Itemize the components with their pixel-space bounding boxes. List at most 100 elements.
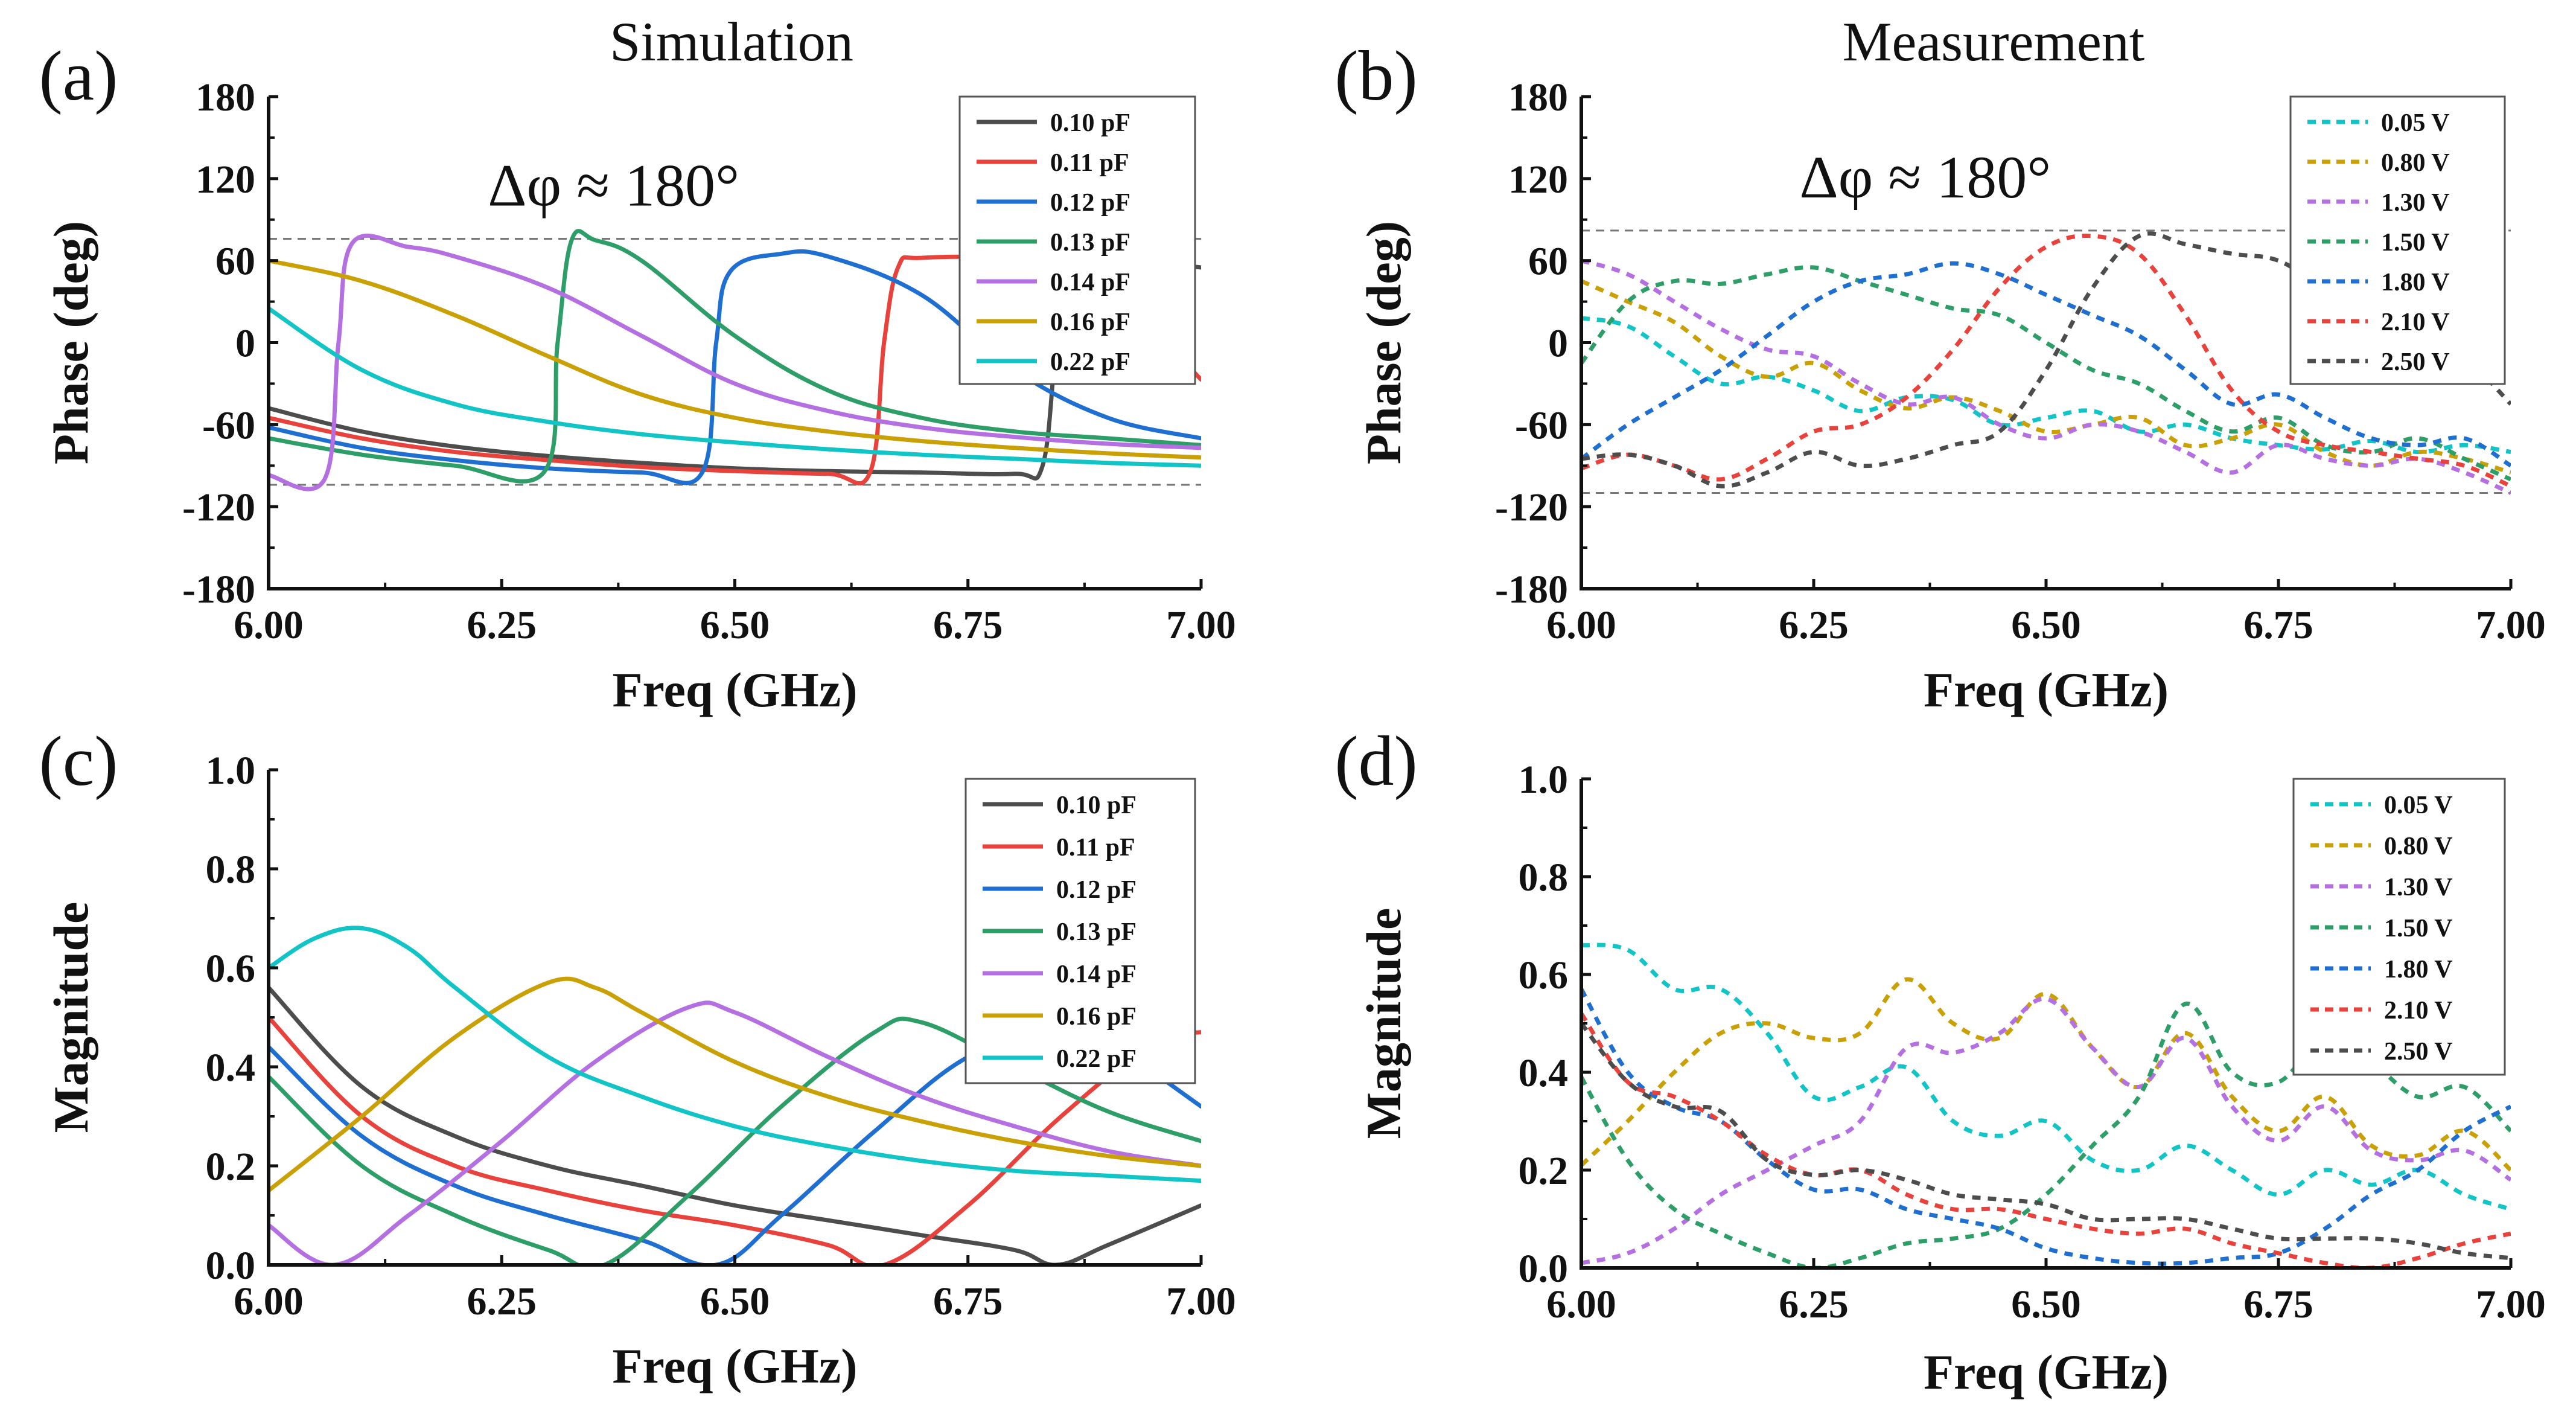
legend-label: 0.14 pF	[1050, 269, 1130, 296]
legend-label: 1.50 V	[2384, 915, 2453, 942]
y-tick-label: 0.0	[1519, 1247, 1569, 1291]
column-title-measurement: Measurement	[1843, 11, 2145, 72]
series-line-0-16-pf	[269, 258, 1201, 460]
legend-label: 0.12 pF	[1050, 189, 1130, 217]
x-tick-label: 6.75	[933, 603, 1003, 647]
y-tick-label: 0.8	[206, 848, 256, 892]
x-tick-label: 6.00	[234, 603, 304, 647]
delta-phi-annotation: Δφ ≈ 180°	[488, 152, 739, 219]
legend-label: 2.50 V	[2381, 348, 2450, 376]
x-tick-label: 7.00	[1166, 1279, 1236, 1323]
x-tick-label: 7.00	[1166, 603, 1236, 647]
legend-label: 0.14 pF	[1056, 961, 1137, 988]
y-tick-label: 1.0	[206, 749, 256, 793]
series-line-1-30-v	[1581, 258, 2511, 495]
y-tick-label: -180	[1495, 568, 1568, 612]
x-tick-label: 6.75	[933, 1279, 1003, 1323]
legend: 0.05 V 0.80 V 1.30 V 1.50 V 1.80 V 2.10 V 2.50…	[2292, 778, 2506, 1076]
y-tick-label: 0.6	[1519, 953, 1569, 997]
x-tick-label: 6.00	[234, 1279, 304, 1323]
chart-panel-b: (b) 6.00 6.25 6.50 6.75 7.00 -180 -120 -60 0 60 120…	[1334, 36, 2546, 717]
legend-label: 2.10 V	[2381, 309, 2450, 336]
x-tick-label: 6.00	[1546, 603, 1616, 647]
x-axis-label: Freq (GHz)	[1924, 662, 2169, 717]
y-tick-label: -120	[182, 485, 255, 529]
x-tick-label: 6.75	[2243, 603, 2313, 647]
legend: 0.10 pF 0.11 pF 0.12 pF 0.13 pF 0.14 pF 0.16 …	[964, 778, 1196, 1084]
legend-label: 2.50 V	[2384, 1038, 2453, 1066]
legend-label: 2.10 V	[2384, 997, 2453, 1025]
legend-label: 0.80 V	[2384, 833, 2453, 860]
y-tick-label: 1.0	[1519, 758, 1569, 802]
series-line-0-13-pf	[269, 229, 1201, 484]
x-tick-label: 6.25	[1779, 603, 1849, 647]
y-tick-label: 0.4	[1519, 1051, 1569, 1095]
legend-label: 1.30 V	[2381, 189, 2450, 217]
delta-phi-annotation: Δφ ≈ 180°	[1799, 144, 2051, 211]
y-tick-label: 0	[235, 322, 255, 366]
x-axis-label: Freq (GHz)	[612, 662, 857, 717]
legend-label: 0.13 pF	[1050, 229, 1130, 257]
y-axis-label: Phase (deg)	[1356, 221, 1411, 464]
y-tick-label: 0.2	[206, 1145, 256, 1189]
legend: 0.05 V 0.80 V 1.30 V 1.50 V 1.80 V 2.10 V 2.50…	[2289, 95, 2506, 385]
legend-label: 0.16 pF	[1050, 309, 1130, 336]
panel-letter: (c)	[39, 721, 118, 801]
legend-label: 1.80 V	[2381, 269, 2450, 296]
y-tick-label: 120	[196, 158, 255, 202]
x-tick-label: 6.50	[2011, 1282, 2081, 1326]
y-tick-label: -180	[182, 568, 255, 612]
y-tick-label: 60	[215, 240, 255, 284]
legend-label: 0.16 pF	[1056, 1003, 1137, 1031]
series-line-0-14-pf	[269, 1000, 1201, 1265]
legend-label: 0.10 pF	[1050, 109, 1130, 137]
legend-label: 0.05 V	[2381, 109, 2450, 137]
series-line-0-05-v	[1581, 942, 2511, 1212]
x-tick-label: 6.50	[2011, 603, 2081, 647]
series-line-1-80-v	[1581, 988, 2511, 1266]
legend-box	[958, 95, 1196, 385]
y-tick-label: 180	[1508, 75, 1568, 120]
series-line-1-80-v	[1581, 261, 2511, 468]
legend-label: 1.30 V	[2384, 874, 2453, 901]
x-tick-label: 6.25	[1779, 1282, 1849, 1326]
legend-label: 1.50 V	[2381, 229, 2450, 257]
series-line-0-22-pf	[269, 306, 1201, 468]
panel-letter: (a)	[39, 36, 118, 115]
legend-label: 0.11 pF	[1050, 149, 1129, 177]
legend-label: 0.22 pF	[1050, 348, 1130, 376]
x-tick-label: 6.25	[467, 603, 537, 647]
chart-panel-d: (d) 6.00 6.25 6.50 6.75 7.00 0.0 0.2 0.4 0.6 0.8 1.…	[1334, 721, 2546, 1400]
x-tick-label: 6.25	[467, 1279, 537, 1323]
chart-panel-c: (c) 6.00 6.25 6.50 6.75 7.00 0.0 0.2 0.4 0.6 0.8 1.…	[39, 721, 1236, 1393]
legend-label: 0.10 pF	[1056, 792, 1137, 819]
legend-label: 0.12 pF	[1056, 876, 1137, 904]
panel-letter: (d)	[1334, 721, 1418, 801]
legend-label: 1.80 V	[2384, 956, 2453, 984]
y-axis-label: Phase (deg)	[43, 221, 98, 464]
x-tick-label: 6.50	[700, 1279, 770, 1323]
legend-label: 0.22 pF	[1056, 1045, 1137, 1073]
y-tick-label: -60	[202, 403, 255, 447]
series-line-0-05-v	[1581, 316, 2511, 455]
y-tick-label: 0.8	[1519, 856, 1569, 900]
series-line-0-10-pf	[269, 985, 1201, 1265]
x-tick-label: 6.00	[1546, 1282, 1616, 1326]
y-tick-label: 120	[1508, 158, 1568, 202]
series-line-1-30-v	[1581, 996, 2511, 1265]
x-axis-label: Freq (GHz)	[612, 1339, 857, 1393]
series-line-0-16-pf	[269, 976, 1201, 1193]
series-line-0-11-pf	[269, 1015, 1201, 1265]
x-tick-label: 7.00	[2476, 603, 2546, 647]
y-tick-label: -120	[1495, 485, 1568, 529]
y-tick-label: 0.2	[1519, 1149, 1569, 1193]
y-tick-label: 60	[1528, 240, 1568, 284]
y-tick-label: 0	[1548, 322, 1568, 366]
series-line-0-22-pf	[269, 926, 1201, 1183]
y-tick-label: 0.4	[206, 1046, 256, 1090]
panel-letter: (b)	[1334, 36, 1418, 115]
legend-label: 0.11 pF	[1056, 834, 1135, 862]
y-axis-label: Magnitude	[43, 902, 98, 1133]
y-tick-label: -60	[1515, 403, 1568, 447]
